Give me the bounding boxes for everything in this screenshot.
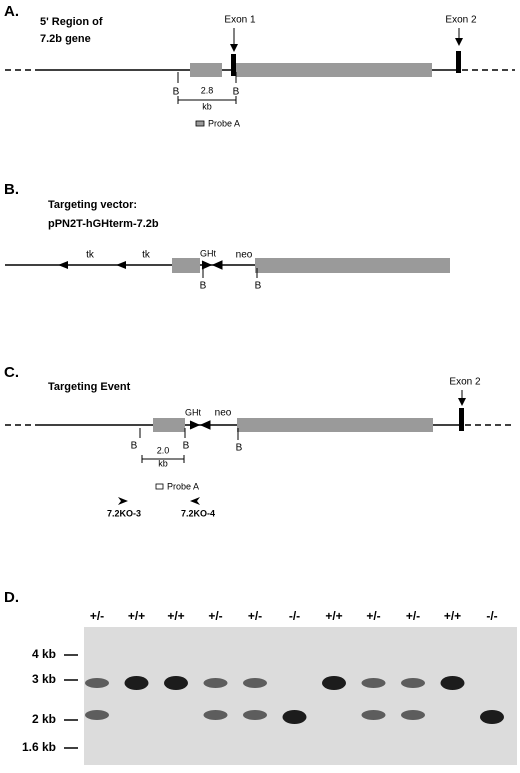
genotype-label: +/+ — [167, 609, 184, 623]
size-label: 2 kb — [32, 712, 56, 726]
gel-band — [361, 678, 386, 688]
genotype-label: +/- — [208, 609, 222, 623]
marker-label: tk — [86, 250, 95, 261]
distance-unit: kb — [158, 458, 168, 468]
region-box — [236, 63, 432, 77]
genotype-label: +/+ — [444, 609, 461, 623]
genotype-label: +/- — [366, 609, 380, 623]
gel — [84, 627, 517, 765]
region-box — [153, 418, 185, 432]
genotype-label: +/- — [248, 609, 262, 623]
panel-a: A. 5' Region of 7.2b gene Exon 1 Exon 2 … — [4, 3, 515, 128]
gel-band — [243, 710, 267, 720]
site-label: B — [131, 441, 138, 452]
size-label: 1.6 kb — [22, 740, 56, 754]
gel-band — [85, 710, 109, 720]
bracket — [141, 455, 185, 463]
genotype-label: +/- — [90, 609, 104, 623]
bracket — [177, 96, 237, 104]
panel-c: C. Targeting Event Exon 2 GHt neo B B B … — [4, 364, 515, 518]
site-label: B — [233, 87, 240, 98]
exon — [459, 408, 464, 431]
panel-title: 5' Region of — [40, 16, 103, 28]
gel-band — [401, 678, 425, 688]
distance-unit: kb — [202, 101, 212, 111]
exon — [456, 51, 461, 73]
site-label: B — [255, 281, 262, 292]
marker-label: neo — [215, 408, 232, 419]
distance: 2.0 — [157, 445, 170, 455]
gel-band — [282, 710, 307, 724]
genotype-label: -/- — [289, 609, 300, 623]
region-box — [190, 63, 222, 77]
genotype-label: -/- — [486, 609, 497, 623]
marker-label: GHt — [200, 248, 217, 258]
gel-band — [480, 710, 504, 724]
panel-label: C. — [4, 364, 19, 381]
region-box — [237, 418, 433, 432]
panel-title: Targeting Event — [48, 381, 131, 393]
marker-label: GHt — [185, 407, 202, 417]
gel-band — [164, 676, 188, 690]
genotype-label: +/+ — [128, 609, 145, 623]
loxp — [189, 420, 211, 430]
gel-band — [440, 676, 465, 690]
exon-label: Exon 1 — [224, 15, 256, 26]
gel-band — [401, 710, 425, 720]
site-label: B — [200, 281, 207, 292]
gel-band — [322, 676, 346, 690]
gel-band — [85, 678, 109, 688]
region-box — [255, 258, 450, 273]
gel-band — [203, 710, 228, 720]
panel-title: pPN2T-hGHterm-7.2b — [48, 218, 159, 230]
distance: 2.8 — [201, 85, 214, 95]
probe-box — [155, 483, 164, 490]
loxp — [201, 260, 223, 270]
site-label: B — [173, 87, 180, 98]
panel-label: A. — [4, 3, 19, 20]
gel-band — [361, 710, 386, 720]
panel-label: D. — [4, 589, 19, 606]
exon — [231, 54, 236, 76]
probe-label: Probe A — [208, 118, 240, 128]
primer-label: 7.2KO-3 — [107, 508, 141, 518]
site-label: B — [236, 443, 243, 454]
size-label: 3 kb — [32, 672, 56, 686]
probe-label: Probe A — [167, 481, 199, 491]
exon-label: Exon 2 — [445, 15, 477, 26]
site-label: B — [183, 441, 190, 452]
panel-title: 7.2b gene — [40, 33, 91, 45]
primer-arrow — [118, 497, 200, 505]
genotype-label: +/+ — [325, 609, 342, 623]
panel-d: D. 4 kb 3 kb 2 kb 1.6 kb +/- +/+ +/+ +/- +/- -/- +… — [4, 589, 517, 765]
panel-label: B. — [4, 181, 19, 198]
gel-band — [243, 678, 267, 688]
marker-label: neo — [236, 250, 253, 261]
region-box — [172, 258, 200, 273]
marker-label: tk — [142, 250, 151, 261]
probe-box — [195, 120, 205, 127]
panel-b: B. Targeting vector: pPN2T-hGHterm-7.2b … — [4, 181, 450, 292]
exon-label: Exon 2 — [449, 377, 481, 388]
genotype-label: +/- — [406, 609, 420, 623]
panel-title: Targeting vector: — [48, 199, 137, 211]
gel-band — [203, 678, 228, 688]
gel-band — [124, 676, 149, 690]
primer-label: 7.2KO-4 — [181, 508, 215, 518]
size-label: 4 kb — [32, 647, 56, 661]
